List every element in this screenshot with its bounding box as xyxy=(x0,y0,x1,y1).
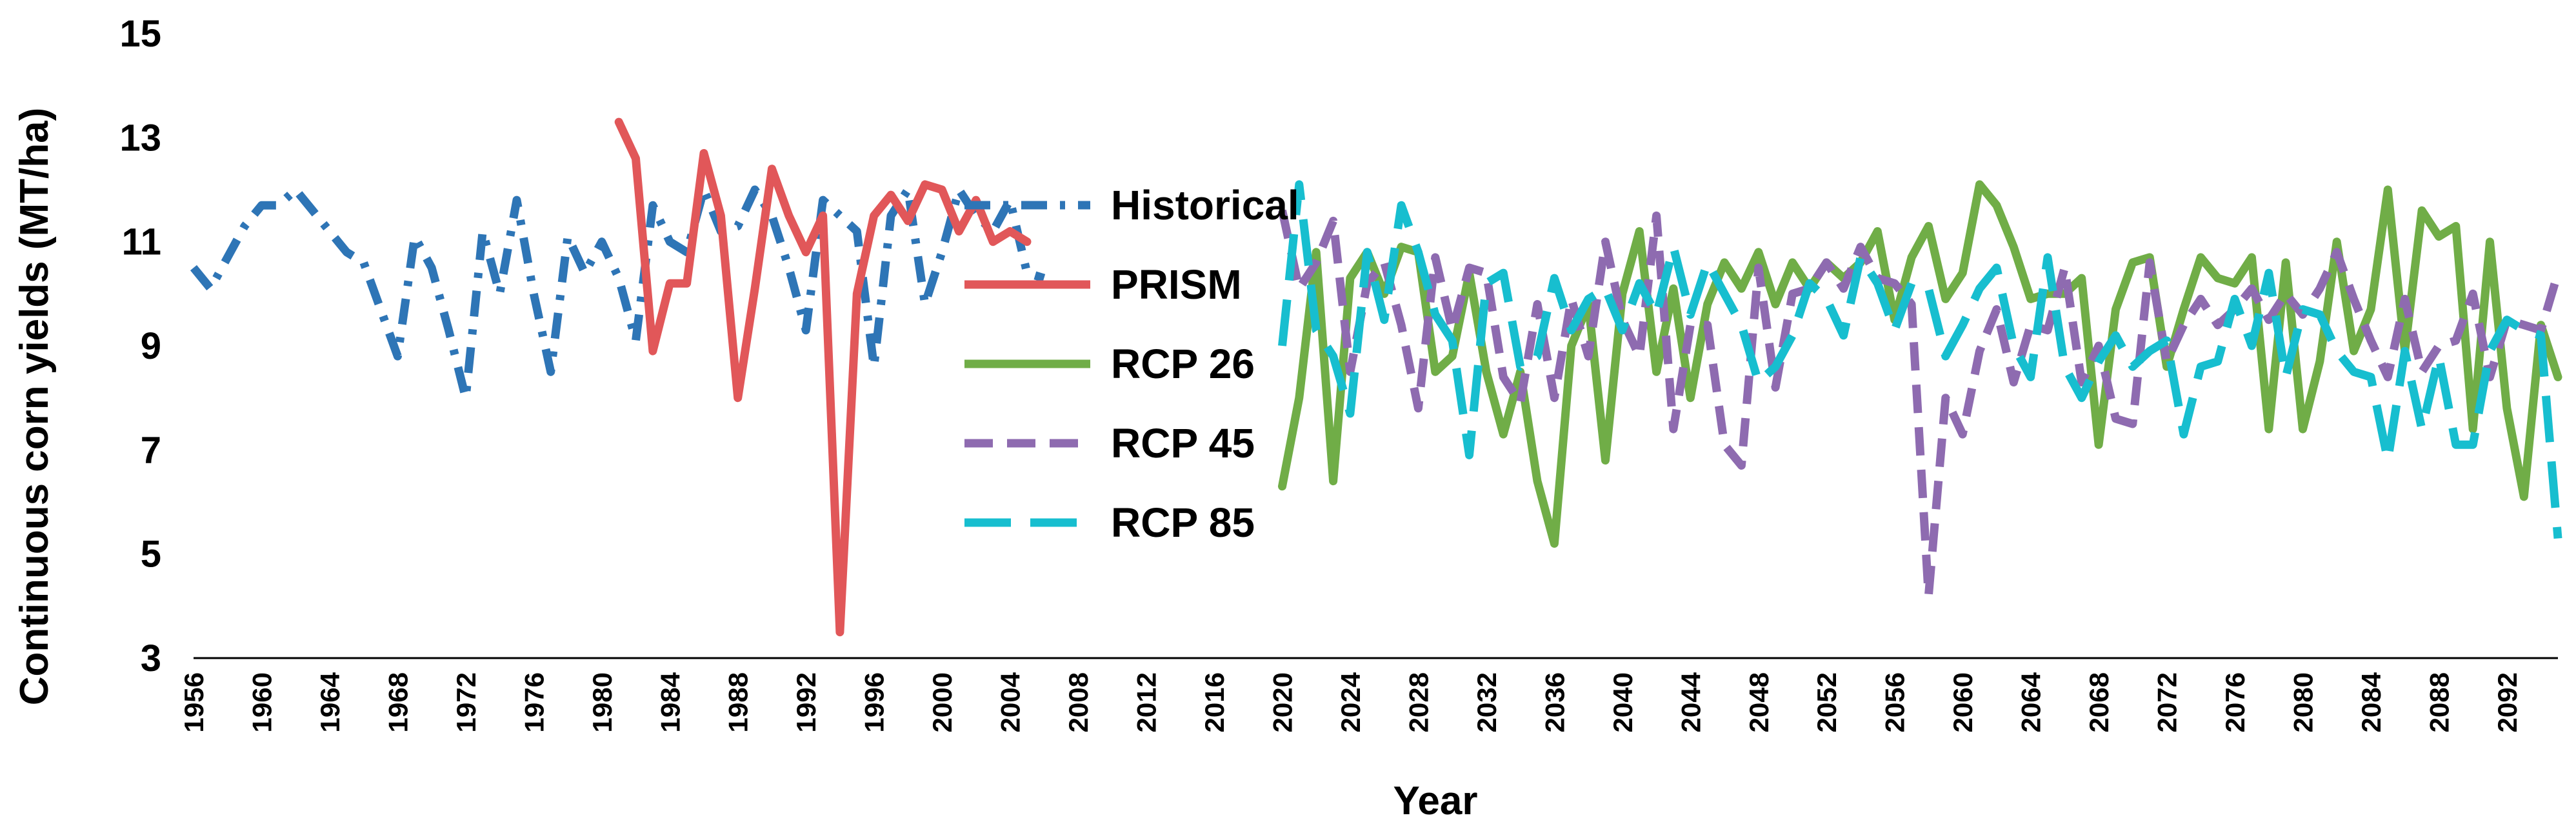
x-tick-label: 1960 xyxy=(246,672,277,732)
x-tick-label: 2000 xyxy=(927,672,957,732)
x-tick-label: 2080 xyxy=(2288,672,2318,732)
x-tick-label: 2040 xyxy=(1608,672,1638,732)
y-tick-labels: 3 5 7 9 11 13 15 xyxy=(119,13,161,679)
y-axis-title: Continuous corn yields (MT/ha) xyxy=(12,108,57,706)
legend-label: RCP 45 xyxy=(1111,420,1255,466)
x-tick-label: 2036 xyxy=(1539,672,1570,732)
x-tick-label: 1988 xyxy=(723,672,754,732)
series-line-rcp-45 xyxy=(1278,209,2562,600)
x-tick-label: 1984 xyxy=(655,672,685,732)
x-tick-label: 1996 xyxy=(859,672,890,732)
series-layer xyxy=(190,117,2562,637)
series-line-prism xyxy=(614,117,1032,637)
y-tick-label: 9 xyxy=(141,325,161,367)
x-tick-label: 2088 xyxy=(2424,672,2454,732)
y-tick-label: 5 xyxy=(141,534,161,576)
x-tick-labels: 1956 1960 1964 1968 1972 1976 1980 1984 1988 1992… xyxy=(179,672,2522,732)
x-tick-label: 2072 xyxy=(2152,672,2182,732)
series-line-historical xyxy=(190,185,1046,403)
x-tick-label: 1972 xyxy=(451,672,481,732)
series-line-rcp-26 xyxy=(1278,180,2562,548)
x-tick-label: 2008 xyxy=(1063,672,1093,732)
x-tick-label: 2056 xyxy=(1880,672,1910,732)
x-tick-label: 2076 xyxy=(2220,672,2250,732)
x-tick-label: 2060 xyxy=(1948,672,1978,732)
legend-label: Historical xyxy=(1111,182,1299,228)
x-tick-label: 2012 xyxy=(1132,672,1162,732)
x-tick-label: 1980 xyxy=(587,672,617,732)
y-tick-label: 7 xyxy=(141,429,161,471)
x-tick-label: 2004 xyxy=(995,672,1026,732)
legend-label: PRISM xyxy=(1111,261,1242,308)
x-axis-title: Year xyxy=(1393,779,1477,823)
y-tick-label: 15 xyxy=(119,13,161,55)
x-tick-label: 2016 xyxy=(1199,672,1230,732)
y-tick-label: 13 xyxy=(119,117,161,159)
y-tick-label: 3 xyxy=(141,637,161,679)
x-tick-label: 2092 xyxy=(2492,672,2522,732)
legend-label: RCP 85 xyxy=(1111,499,1255,546)
x-tick-label: 1992 xyxy=(791,672,821,732)
x-tick-label: 1968 xyxy=(383,672,413,732)
x-tick-label: 1956 xyxy=(179,672,209,732)
x-tick-label: 2084 xyxy=(2356,672,2386,732)
x-tick-label: 2068 xyxy=(2084,672,2114,732)
x-tick-label: 2032 xyxy=(1472,672,1502,732)
x-tick-label: 2048 xyxy=(1744,672,1774,732)
x-tick-label: 2044 xyxy=(1675,672,1706,732)
x-tick-label: 2028 xyxy=(1403,672,1433,732)
x-tick-label: 2024 xyxy=(1335,672,1366,732)
series-line-rcp-85 xyxy=(1278,180,2562,539)
legend-label: RCP 26 xyxy=(1111,341,1255,387)
y-tick-label: 11 xyxy=(122,221,161,263)
x-tick-label: 2020 xyxy=(1267,672,1297,732)
x-tick-label: 1964 xyxy=(315,672,345,732)
x-tick-label: 1976 xyxy=(519,672,549,732)
x-tick-label: 2064 xyxy=(2016,672,2046,732)
x-tick-label: 2052 xyxy=(1812,672,1842,732)
legend: Historical PRISM RCP 26 RCP 45 RCP 85 xyxy=(964,182,1299,546)
